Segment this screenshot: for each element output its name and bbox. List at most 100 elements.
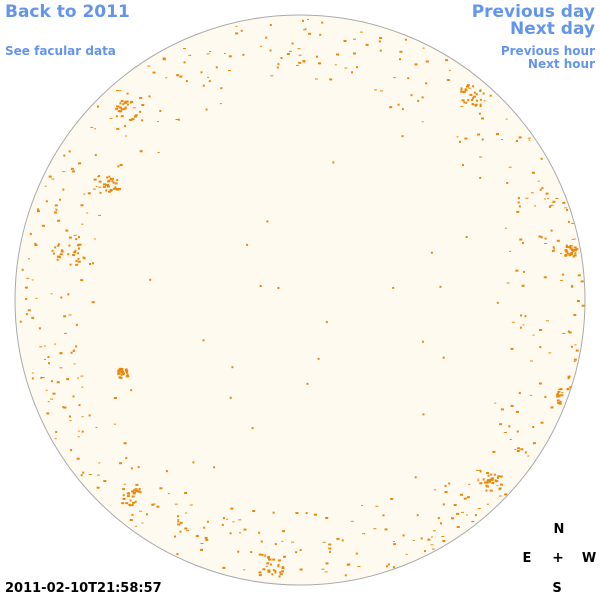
facula-mark <box>67 253 70 256</box>
facula-mark <box>229 532 232 535</box>
facula-mark <box>520 314 522 317</box>
facula-mark <box>568 331 572 334</box>
facula-mark <box>183 48 186 49</box>
facula-mark <box>316 55 318 58</box>
facula-mark <box>498 495 502 497</box>
facula-mark <box>133 115 137 118</box>
solar-disk <box>14 14 586 586</box>
facula-mark <box>81 223 84 225</box>
facula-mark <box>29 233 32 235</box>
facula-mark <box>134 500 137 503</box>
next-day-link[interactable]: Next day <box>510 19 595 39</box>
facula-mark <box>60 296 63 299</box>
facula-mark <box>130 467 133 470</box>
previous-hour-link[interactable]: Previous hour <box>500 44 595 58</box>
facula-mark <box>159 110 162 112</box>
facula-mark <box>456 512 460 515</box>
facula-mark <box>519 326 522 329</box>
facula-mark <box>522 270 525 273</box>
facula-mark <box>566 252 569 255</box>
facula-mark <box>165 470 168 473</box>
facula-mark <box>75 323 78 326</box>
facula-mark <box>572 255 575 258</box>
facula-mark <box>115 115 118 118</box>
facula-mark <box>476 469 479 471</box>
facula-mark <box>431 536 433 538</box>
facula-mark <box>541 187 544 190</box>
facula-mark <box>477 508 481 509</box>
facula-mark <box>499 423 503 426</box>
facula-mark <box>64 332 67 334</box>
next-hour-link[interactable]: Next hour <box>527 57 595 71</box>
facula-mark <box>120 373 123 376</box>
facula-mark <box>572 250 575 253</box>
facula-mark <box>28 258 30 260</box>
facula-mark <box>446 79 450 81</box>
facula-mark <box>123 107 126 110</box>
facula-mark <box>465 101 468 104</box>
facula-mark <box>279 573 283 576</box>
facula-mark <box>116 90 119 91</box>
facula-mark <box>109 188 113 191</box>
facula-mark <box>130 389 133 392</box>
facula-mark <box>336 538 340 540</box>
facula-mark <box>577 274 581 277</box>
facula-mark <box>550 204 554 206</box>
facula-mark <box>569 386 572 389</box>
facula-mark <box>422 47 425 49</box>
facula-mark <box>574 252 577 255</box>
facula-mark <box>179 521 183 524</box>
facula-mark <box>47 401 50 403</box>
facula-mark <box>561 392 564 394</box>
facula-mark <box>461 99 465 102</box>
facula-mark <box>496 133 499 135</box>
facula-mark <box>479 482 483 485</box>
facula-mark <box>506 182 509 184</box>
facula-mark <box>444 491 448 493</box>
facula-mark <box>141 104 145 106</box>
facula-mark <box>519 238 523 241</box>
facula-mark <box>477 478 480 480</box>
see-facular-data-link[interactable]: See facular data <box>5 44 116 58</box>
facula-mark <box>573 254 577 257</box>
facula-mark <box>291 42 294 45</box>
facula-mark <box>286 53 290 55</box>
facula-mark <box>21 268 24 271</box>
facula-mark <box>532 442 536 445</box>
facula-mark <box>515 410 519 413</box>
facula-mark <box>258 574 262 577</box>
facula-mark <box>410 94 413 97</box>
facula-mark <box>69 415 71 418</box>
facula-mark <box>132 489 136 492</box>
facula-mark <box>59 352 62 353</box>
facula-mark <box>567 220 570 223</box>
previous-day-link[interactable]: Previous day <box>471 2 595 22</box>
facula-mark <box>185 80 188 83</box>
compass-west-label: W <box>581 551 597 566</box>
facula-mark <box>490 473 493 476</box>
facula-mark <box>89 263 91 265</box>
facula-mark <box>75 345 78 348</box>
facula-mark <box>35 297 38 299</box>
facula-mark <box>540 157 543 160</box>
facula-mark <box>351 71 353 74</box>
facula-mark <box>279 571 282 574</box>
facula-mark <box>456 136 459 138</box>
back-to-year-link[interactable]: Back to 2011 <box>5 2 130 22</box>
facula-mark <box>272 558 276 561</box>
facula-mark <box>93 238 96 240</box>
facula-mark <box>75 263 79 266</box>
facula-mark <box>230 507 234 510</box>
facula-mark <box>405 553 408 555</box>
facula-mark <box>167 493 170 495</box>
facula-mark <box>132 492 136 495</box>
facula-mark <box>496 485 499 487</box>
facula-mark <box>492 450 496 453</box>
facula-mark <box>98 174 101 177</box>
facula-mark <box>98 214 102 216</box>
facula-mark <box>119 164 123 166</box>
facula-mark <box>297 48 301 50</box>
facula-mark <box>357 566 361 567</box>
facula-mark <box>466 84 470 87</box>
facula-mark <box>92 188 96 190</box>
